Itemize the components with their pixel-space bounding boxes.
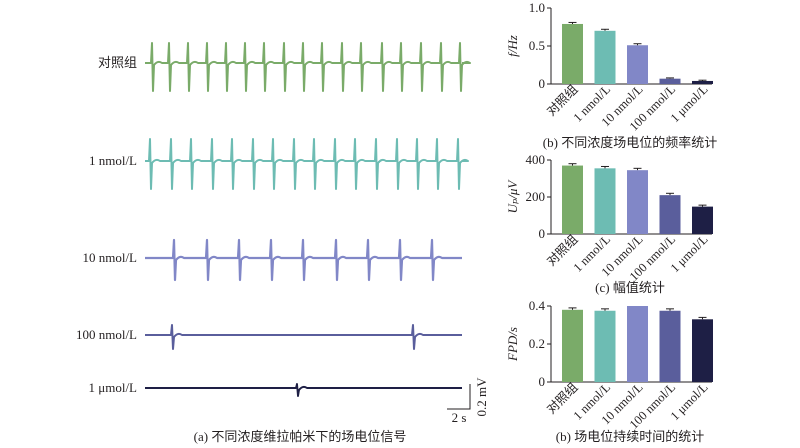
y-tick-label: 0 [539,374,546,389]
bar [562,23,583,84]
bar [627,306,648,382]
scalebar-lines [447,384,471,410]
y-tick-label: 1.0 [529,0,545,15]
y-axis-label: f/Hz [505,35,520,57]
caption-a: (a) 不同浓度维拉帕米下的场电位信号 [194,429,407,444]
bar [562,165,583,234]
trace-label: 1 μmol/L [89,380,138,395]
bar [594,30,616,84]
bar [659,195,681,234]
bar [659,78,681,84]
scalebar-time-label: 2 s [452,410,467,425]
panel-caption: (b) 不同浓度场电位的频率统计 [543,135,717,150]
bar [627,170,648,234]
y-axis-label: FPD/s [505,327,520,362]
trace-label: 1 nmol/L [89,153,137,168]
y-tick-label: 0 [539,76,546,91]
scalebar-amp-label: 0.2 mV [474,377,489,417]
bar [692,206,713,234]
y-tick-label: 0.5 [529,38,545,53]
trace-4 [145,324,462,350]
trace-label: 10 nmol/L [82,250,137,265]
y-tick-label: 0.2 [529,336,545,351]
bar [627,45,648,84]
scale-bar: 2 s 0.2 mV [447,377,489,425]
field-potential-traces: 对照组 1 nmol/L 10 nmol/L 100 nmol/L 1 μmol/L [76,42,471,397]
y-tick-label: 0.4 [529,298,546,313]
bar [594,310,616,382]
trace-label: 对照组 [98,55,137,70]
panel-caption: (b) 场电位持续时间的统计 [556,429,704,444]
bar [659,310,681,382]
trace-1 [145,42,471,92]
bar [594,168,616,234]
trace-2 [145,138,469,190]
y-tick-label: 0 [539,226,546,241]
bar [692,80,713,84]
y-tick-label: 400 [526,152,546,167]
bar [692,319,713,382]
trace-5 [145,383,462,397]
y-tick-label: 200 [526,189,546,204]
bar [562,309,583,382]
y-axis-label: Uₚ/μV [505,179,520,214]
trace-label: 100 nmol/L [76,327,137,342]
panel-caption: (c) 幅值统计 [595,280,665,295]
trace-3 [145,238,462,282]
